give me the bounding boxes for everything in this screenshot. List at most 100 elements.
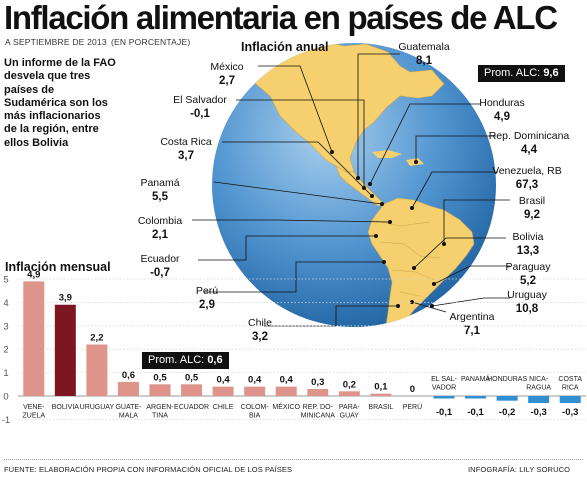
category-label-nica-ragua-2: RAGUA	[526, 385, 551, 392]
y-tick-4: 4	[3, 298, 8, 309]
bar-marks: 4,9 VENE- ZUELA 3,9 BOLIVIA 2,2 URUGUAY 0,6 GUAT…	[22, 269, 582, 419]
value-label-ecuador: 0,5	[185, 372, 199, 383]
intro-text: Un informe de la FAO desvela que tres pa…	[4, 57, 116, 149]
value-label-uruguay: 2,2	[90, 333, 103, 344]
map-country-costa-rica: Costa Rica	[160, 136, 212, 148]
map-title: Inflación anual	[241, 40, 329, 54]
map-country-paraguay: Paraguay	[506, 261, 552, 273]
bar-chile	[212, 386, 234, 396]
category-label-rep-do-minicana-1: REP. DO-	[303, 404, 334, 411]
map-average-label: Prom. ALC:	[484, 67, 541, 79]
map-country-venezuela-rb: Venezuela, RB	[492, 165, 561, 177]
category-label-peru: PERÚ	[403, 402, 422, 411]
bar-grid: 5 4 3 2 1 0 -1	[2, 275, 586, 426]
value-label-chile: 0,4	[217, 375, 231, 386]
value-label-nica-ragua: -0,3	[530, 407, 546, 418]
value-label-honduras: -0,2	[499, 407, 515, 418]
unit-note: (EN PORCENTAJE)	[111, 37, 191, 47]
category-label-chile: CHILE	[213, 404, 234, 411]
y-tick-3: 3	[3, 321, 8, 332]
map-value-honduras: 4,9	[494, 111, 510, 123]
land-south-america	[367, 197, 475, 327]
map-country-peru: Perú	[196, 285, 218, 297]
category-label-colom-bia-1: COLOM-	[241, 404, 270, 411]
map-country-colombia: Colombia	[138, 215, 183, 227]
map-value-bolivia: 13,3	[517, 245, 539, 257]
map-value-panama: 5,5	[152, 191, 169, 203]
category-label-nica-ragua-1: NICA-	[529, 376, 549, 383]
bar-brasil	[370, 393, 392, 397]
land-north-america	[231, 43, 445, 173]
map-country-mexico: México	[210, 61, 243, 73]
category-label-brasil: BRASIL	[368, 404, 393, 411]
map-country-el-salvador: El Salvador	[173, 94, 227, 106]
category-label-argen-tina-2: TINA	[152, 413, 168, 420]
category-label-argen-tina-1: ARGEN-	[146, 404, 174, 411]
leader-costa-rica	[222, 141, 373, 197]
map-country-argentina: Argentina	[450, 311, 495, 323]
bar-ecuador	[181, 384, 203, 396]
leader-paraguay	[433, 265, 510, 285]
map-value-argentina: 7,1	[464, 325, 481, 337]
value-label-peru: 0	[410, 384, 415, 395]
map-value-ecuador: -0,7	[150, 267, 170, 279]
map-country-panama: Panamá	[140, 177, 179, 189]
leader-mexico	[258, 65, 333, 153]
value-label-vene-zuela: 4,9	[27, 269, 40, 280]
map-average-box: Prom. ALC: 9,6	[478, 65, 565, 82]
leader-bolivia	[413, 237, 506, 269]
leader-ecuador	[198, 235, 376, 261]
category-label-costa-rica-1: COSTA	[558, 376, 582, 383]
page-title: Inflación alimentaria en países de ALC	[4, 0, 558, 36]
land-cuba	[372, 150, 402, 158]
leader-panama	[213, 181, 383, 205]
category-label-panama: PANAMÁ	[461, 374, 490, 383]
category-label-guate-mala-2: MALA	[119, 413, 138, 420]
map-country-bolivia: Bolivia	[513, 231, 544, 243]
value-label-mexico: 0,4	[280, 375, 294, 386]
map-country-honduras: Honduras	[479, 97, 525, 109]
map-value-el-salvador: -0,1	[190, 108, 210, 120]
credit-note: INFOGRAFÍA: LILY SORUCO	[468, 465, 571, 474]
map-country-brasil: Brasil	[519, 195, 545, 207]
y-tick-2: 2	[3, 345, 8, 356]
category-label-para-guay-1: PARA-	[339, 404, 361, 411]
value-label-el-sal-vador: -0,1	[436, 407, 453, 418]
map-labels: Guatemala 8,1 México 2,7 El Salvador -0,1 Hond…	[138, 41, 570, 343]
map-value-rep-dominicana: 4,4	[521, 144, 538, 156]
leader-lines	[192, 53, 510, 327]
map-country-guatemala: Guatemala	[398, 41, 450, 53]
map-country-uruguay: Uruguay	[507, 289, 547, 301]
category-label-colom-bia-2: BIA	[249, 413, 261, 420]
bar-el-sal-vador	[433, 396, 455, 399]
footer-divider	[4, 459, 583, 460]
category-label-el-sal-vador-2: VADOR	[432, 385, 456, 392]
leader-el-salvador	[236, 99, 365, 188]
map-value-costa-rica: 3,7	[178, 150, 194, 162]
value-label-para-guay: 0,2	[343, 379, 356, 390]
value-label-rep-do-minicana: 0,3	[311, 377, 324, 388]
bar-nica-ragua	[528, 396, 550, 404]
map-value-uruguay: 10,8	[516, 303, 539, 315]
bar-average-box: Prom. ALC: 0,6	[142, 352, 229, 369]
leader-brasil	[443, 199, 510, 244]
value-label-guate-mala: 0,6	[122, 370, 135, 381]
date-note: A SEPTIEMBRE DE 2013	[5, 37, 107, 47]
category-label-el-sal-vador-1: EL SAL-	[431, 376, 457, 383]
map-value-paraguay: 5,2	[520, 275, 536, 287]
leader-peru	[204, 261, 384, 293]
map-value-mexico: 2,7	[219, 75, 235, 87]
value-label-argen-tina: 0,5	[153, 372, 167, 383]
value-label-bolivia: 3,9	[59, 293, 72, 304]
bar-average-value: 0,6	[207, 354, 223, 366]
value-label-costa-rica: -0,3	[562, 407, 578, 418]
bar-mexico	[275, 386, 297, 396]
map-value-guatemala: 8,1	[416, 55, 433, 67]
leader-honduras	[369, 103, 480, 185]
bar-costa-rica	[559, 396, 581, 404]
leader-chile	[264, 305, 398, 327]
bar-panama	[465, 396, 487, 399]
value-label-colom-bia: 0,4	[248, 375, 262, 386]
